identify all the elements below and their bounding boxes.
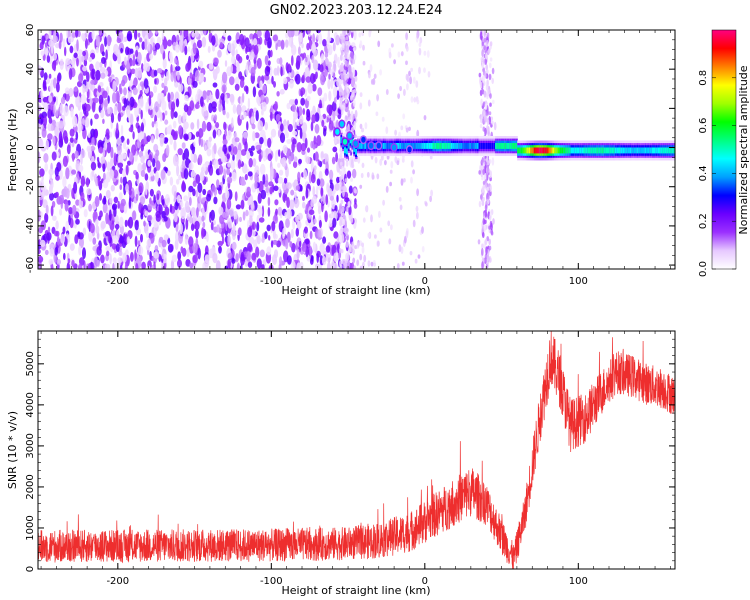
snr-x-label: Height of straight line (km) [281, 584, 430, 597]
snr-y-label: SNR (10 * v/v) [6, 411, 19, 489]
y-tick-label: 0 [25, 566, 36, 572]
spectrogram-y-ticks: -60 -40 -20 0 20 40 60 [25, 24, 675, 273]
y-tick-label: 1000 [25, 515, 36, 540]
y-tick-label: -40 [25, 218, 36, 234]
y-tick-label: 4000 [25, 392, 36, 417]
x-tick-label: -100 [260, 576, 283, 587]
snr-panel: -200 -100 0 100 0 1000 2000 3000 4000 5000 Heigh… [6, 330, 676, 597]
colorbar-ticks: 0.0 0.2 0.4 0.6 0.8 [698, 70, 736, 277]
spectrogram-x-ticks: -200 -100 0 100 [40, 30, 671, 287]
colorbar-tick-label: 0.2 [698, 213, 709, 229]
x-tick-label: 0 [422, 576, 428, 587]
spectrogram-x-label: Height of straight line (km) [281, 284, 430, 297]
y-tick-label: -20 [25, 179, 36, 195]
snr-series-line [38, 331, 675, 569]
spectrogram-frame [37, 29, 676, 270]
y-tick-label: 5000 [25, 351, 36, 376]
snr-y-ticks: 0 1000 2000 3000 4000 5000 [25, 330, 675, 572]
figure-title: GN02.2023.203.12.24.E24 [270, 3, 443, 18]
colorbar-gradient [712, 30, 736, 269]
y-tick-label: -60 [25, 257, 36, 273]
y-tick-label: 3000 [25, 433, 36, 458]
colorbar-tick-label: 0.0 [698, 261, 709, 277]
snr-frame [37, 330, 676, 570]
y-tick-label: 20 [25, 102, 36, 115]
colorbar-label: Normalized spectral amplitude [737, 65, 750, 234]
spectrogram-y-label: Frequency (Hz) [6, 109, 19, 192]
y-tick-label: 2000 [25, 474, 36, 499]
colorbar-tick-label: 0.4 [698, 165, 709, 181]
colorbar: 0.0 0.2 0.4 0.6 0.8 Normalized spectral ampl… [698, 29, 750, 277]
x-tick-label: 100 [569, 576, 588, 587]
y-tick-label: 40 [25, 63, 36, 76]
snr-x-ticks: -200 -100 0 100 [40, 331, 671, 587]
x-tick-label: 0 [422, 276, 428, 287]
x-tick-label: -200 [106, 276, 129, 287]
x-tick-label: -100 [260, 276, 283, 287]
colorbar-tick-label: 0.8 [698, 70, 709, 86]
x-tick-label: -200 [106, 576, 129, 587]
x-tick-label: 100 [569, 276, 588, 287]
y-tick-label: 0 [25, 144, 36, 150]
colorbar-frame [711, 29, 737, 270]
spectrogram-heatmap [38, 30, 675, 269]
y-tick-label: 60 [25, 24, 36, 37]
colorbar-tick-label: 0.6 [698, 118, 709, 134]
